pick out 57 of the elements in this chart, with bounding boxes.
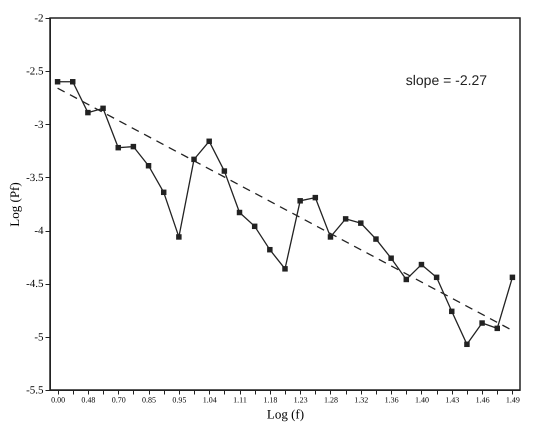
point [206,138,212,144]
y-tick-label: -3.5 [26,172,44,184]
x-tick-label: 1.46 [476,396,490,404]
x-tick-label: 0.70 [112,396,126,404]
point [54,79,60,85]
point [418,262,424,268]
x-tick-label: 1.23 [294,396,308,404]
point [373,236,379,242]
x-tick-label: 1.43 [445,396,460,404]
point [176,234,182,240]
point [328,234,334,240]
y-tick-label: -2.5 [26,66,44,78]
point [479,320,485,326]
x-tick-label: 1.18 [263,396,278,404]
point [358,220,364,226]
point [146,163,152,168]
x-tick-label: 1.32 [354,396,368,404]
x-tick-label: 0.00 [51,396,66,404]
y-axis-title: Log (Pf) [7,182,22,227]
y-tick-label: -2 [34,12,44,24]
annotation: slope = -2.27 [406,72,488,88]
point [130,144,136,150]
point [464,342,470,348]
point [267,246,273,252]
point [312,194,318,200]
point [388,255,394,261]
x-tick-label: 0.85 [142,396,156,404]
x-tick-label: 1.04 [202,396,217,404]
y-tick-label: -4 [34,225,44,238]
point [434,274,440,280]
x-tick-label: 1.49 [506,396,520,404]
x-tick-label: 1.11 [233,396,247,404]
x-axis-title: Log (f) [266,406,304,422]
point [282,266,288,272]
y-tick-label: -3 [34,118,44,131]
x-tick-label: 1.28 [324,396,338,404]
point [297,198,303,204]
y-tick-label: -5.5 [26,384,44,396]
x-tick-label: 1.36 [384,396,399,404]
point [342,216,348,222]
x-tick-label: 1.40 [414,396,429,404]
point [404,276,410,282]
point [100,106,106,112]
point [252,224,258,230]
point [494,326,500,332]
x-tick-label: 0.95 [172,396,186,404]
point [85,110,91,116]
point [222,168,228,174]
point [160,190,166,196]
point [70,79,76,85]
x-tick-label: 0.48 [81,396,96,404]
point [510,274,516,280]
y-tick-label: -5 [34,331,44,344]
y-tick-label: -4.5 [26,278,44,290]
point [449,308,455,314]
point [115,144,121,150]
point [236,210,242,216]
